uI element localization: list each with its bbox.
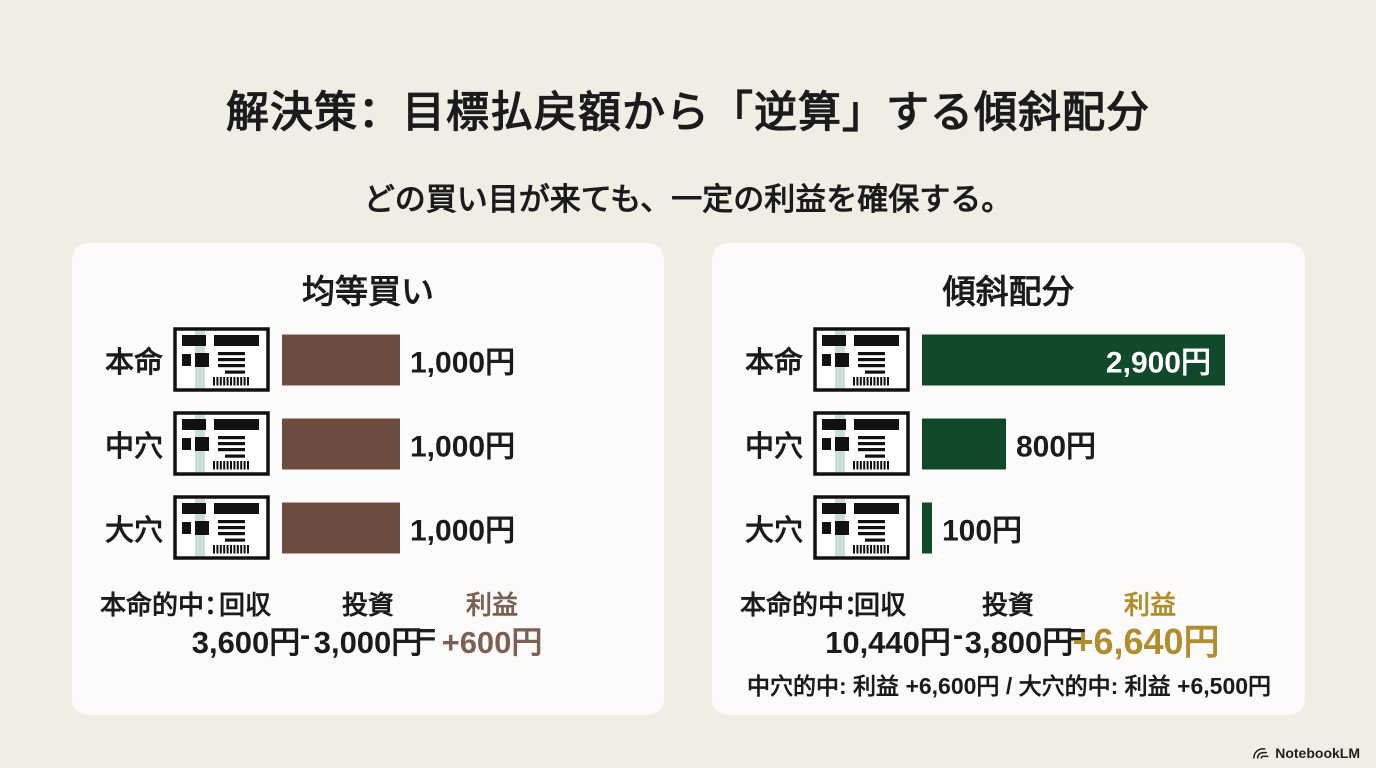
notebooklm-badge: NotebookLM (1252, 745, 1360, 761)
betting-ticket-icon (813, 327, 910, 392)
bet-amount: 100円 (942, 514, 1023, 548)
profit-header: 利益 (1123, 590, 1177, 620)
panel-equal-buy: 均等買い 本命 1,000円 中穴 1,000円 大穴 1,000円 (72, 243, 664, 715)
notebooklm-label: NotebookLM (1275, 745, 1360, 761)
bet-row: 大穴 100円 (712, 495, 1305, 560)
slide-subtitle: どの買い目が来ても、一定の利益を確保する。 (363, 182, 1013, 217)
investment-header: 投資 (341, 590, 395, 620)
bet-row-label: 大穴 (745, 514, 804, 547)
bet-row: 中穴 1,000円 (72, 411, 664, 476)
bet-amount: 2,900円 (1105, 346, 1211, 380)
minus-sign: - (299, 617, 311, 652)
summary-case-label: 本命的中： (100, 590, 231, 620)
investment-header: 投資 (981, 590, 1035, 620)
other-cases-note: 中穴的中: 利益 +6,600円 / 大穴的中: 利益 +6,500円 (747, 673, 1272, 699)
bar-wrap: 1,000円 (282, 502, 515, 553)
recovery-value: 10,440円 (825, 625, 951, 660)
bet-row: 本命 1,000円 (72, 327, 664, 392)
profit-header: 利益 (465, 590, 519, 620)
recovery-header: 回収 (853, 590, 907, 620)
panel-title: 傾斜配分 (942, 273, 1075, 310)
profit-value: +6,640円 (1072, 621, 1220, 662)
panel-title: 均等買い (302, 273, 434, 310)
bar-wrap: 800円 (922, 418, 1096, 469)
bet-row-label: 本命 (745, 346, 804, 379)
investment-value: 3,800円 (964, 625, 1074, 660)
slide-title: 解決策：目標払戻額から「逆算」する傾斜配分 (226, 89, 1150, 137)
summary-case-label: 本命的中： (740, 590, 871, 620)
bet-amount-bar: 2,900円 (922, 334, 1225, 385)
betting-ticket-icon (813, 411, 910, 476)
bet-amount-bar (282, 418, 400, 469)
betting-ticket-icon (813, 495, 910, 560)
bet-row-label: 大穴 (105, 514, 164, 547)
bet-amount-bar (282, 502, 400, 553)
bet-row: 大穴 1,000円 (72, 495, 664, 560)
bet-row-label: 中穴 (745, 430, 804, 463)
bet-amount: 1,000円 (410, 514, 516, 548)
equals-sign: = (417, 617, 437, 652)
equals-sign: = (1067, 617, 1087, 652)
betting-ticket-icon (173, 411, 270, 476)
bet-row: 中穴 800円 (712, 411, 1305, 476)
bet-amount: 1,000円 (410, 346, 516, 380)
bet-amount-bar (922, 418, 1006, 469)
minus-sign: - (952, 617, 964, 652)
bet-row: 本命 2,900円 (712, 327, 1305, 392)
bet-amount-bar (922, 502, 932, 553)
panel-slope-allocation: 傾斜配分 本命 2,900円 中穴 800円 大穴 100円 (712, 243, 1305, 715)
recovery-value: 3,600円 (191, 625, 301, 660)
profit-value: +600円 (441, 625, 543, 660)
notebooklm-icon (1253, 748, 1269, 759)
bar-wrap: 1,000円 (282, 334, 515, 385)
bar-wrap: 100円 (922, 502, 1022, 553)
bet-row-label: 中穴 (105, 430, 164, 463)
bet-amount: 1,000円 (410, 430, 516, 464)
bar-wrap: 1,000円 (282, 418, 515, 469)
recovery-header: 回収 (218, 590, 272, 620)
bar-wrap: 2,900円 (922, 334, 1225, 385)
bet-amount-bar (282, 334, 400, 385)
betting-ticket-icon (173, 495, 270, 560)
bet-amount: 800円 (1016, 430, 1097, 464)
betting-ticket-icon (173, 327, 270, 392)
bet-row-label: 本命 (105, 346, 164, 379)
investment-value: 3,000円 (313, 625, 423, 660)
